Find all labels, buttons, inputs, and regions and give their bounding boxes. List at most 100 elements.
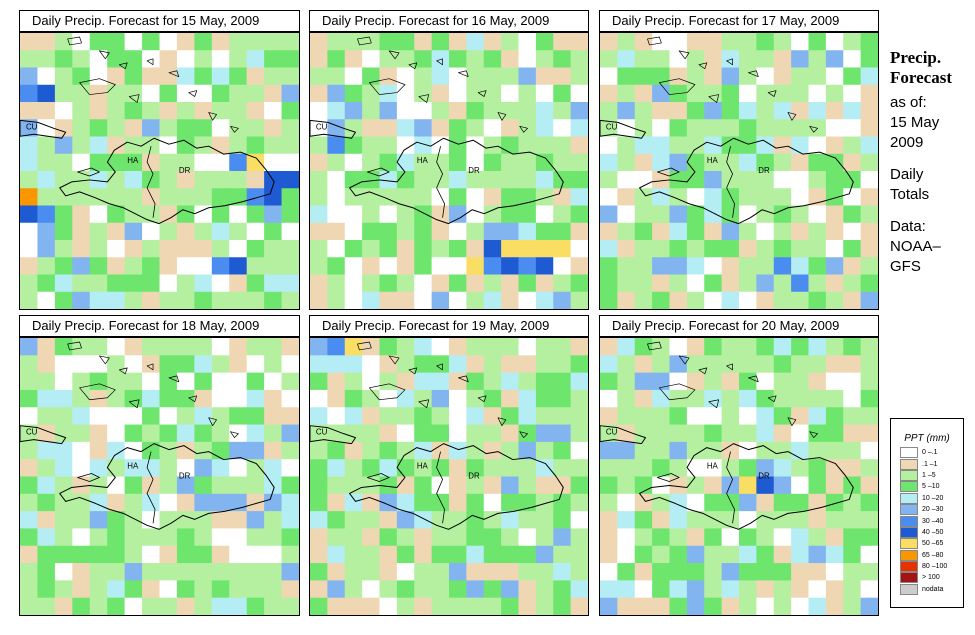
precip-cell (194, 528, 213, 547)
precip-cell (281, 240, 299, 258)
precip-cell (310, 580, 328, 599)
precip-cell (535, 424, 554, 443)
precip-cell (344, 240, 363, 258)
precip-cell (281, 33, 299, 51)
precip-cell (739, 205, 757, 224)
precip-cell (229, 171, 248, 189)
precip-cell (310, 50, 328, 69)
precip-cell (20, 493, 39, 512)
precip-cell (466, 291, 485, 309)
precip-cell (72, 274, 91, 293)
precip-cell (281, 188, 299, 207)
precip-cell (860, 257, 878, 276)
precip-cell (362, 528, 381, 547)
precip-cell (617, 511, 636, 530)
precip-cell (634, 67, 653, 86)
precip-cell (246, 84, 265, 103)
precip-cell (344, 153, 363, 172)
precip-cell (37, 407, 56, 426)
precip-cell (281, 355, 299, 374)
precip-cell (20, 563, 39, 581)
precip-cell (686, 50, 705, 69)
precip-cell (600, 493, 618, 512)
precip-cell (54, 597, 73, 615)
precip-cell (310, 291, 328, 309)
small-island-coastline (647, 341, 662, 351)
precip-cell (634, 257, 653, 276)
precip-cell (246, 580, 265, 599)
precip-cell (20, 67, 39, 86)
precip-cell (37, 338, 56, 356)
precip-cell (553, 372, 572, 391)
precip-cell (54, 528, 73, 547)
small-island-coastline (369, 383, 406, 401)
precip-cell (72, 153, 91, 172)
precip-cell (194, 441, 213, 460)
precip-cell (791, 338, 810, 356)
small-island-coastline (787, 417, 797, 427)
precip-cell (634, 459, 653, 478)
precip-cell (466, 153, 485, 172)
precip-cell (466, 171, 485, 189)
precip-cell (176, 389, 195, 408)
precip-cell (808, 545, 827, 564)
precip-cell (808, 171, 827, 189)
precip-cell (466, 188, 485, 207)
precip-cell (617, 222, 636, 241)
precip-cell (570, 338, 588, 356)
precip-cell (72, 545, 91, 564)
precip-cell (704, 171, 723, 189)
precip-cell (431, 84, 450, 103)
precip-cell (483, 389, 502, 408)
precip-cell (466, 67, 485, 86)
precip-cell (808, 153, 827, 172)
precip-cell (553, 67, 572, 86)
precip-cell (246, 171, 265, 189)
cuba-coastline (310, 119, 357, 139)
precip-cell (791, 153, 810, 172)
precip-cell (518, 580, 537, 599)
precip-cell (570, 563, 588, 581)
precip-cell (194, 136, 213, 155)
precip-map: CU HA DR (309, 337, 589, 616)
precip-cell (211, 119, 230, 138)
precip-cell (344, 84, 363, 103)
precip-cell (756, 188, 775, 207)
precip-cell (570, 389, 588, 408)
precip-cell (686, 188, 705, 207)
precip-cell (107, 50, 126, 69)
precip-cell (466, 389, 485, 408)
precip-cell (431, 580, 450, 599)
precip-cell (379, 274, 398, 293)
precip-cell (652, 102, 671, 120)
precip-cell (860, 545, 878, 564)
precip-cell (570, 291, 588, 309)
precip-cell (501, 355, 520, 374)
precip-cell (20, 424, 39, 443)
precip-cell (773, 274, 792, 293)
precip-cell (20, 188, 39, 207)
precip-cell (327, 222, 346, 241)
precip-cell (449, 476, 467, 495)
precip-cell (686, 389, 705, 408)
precip-cell (107, 33, 126, 51)
precip-map: CU HA DR (309, 32, 589, 310)
precip-cell (142, 291, 161, 309)
precip-cell (825, 511, 844, 530)
precip-cell (860, 355, 878, 374)
precip-cell (20, 476, 39, 495)
precip-cell (229, 407, 248, 426)
small-island-coastline (458, 70, 469, 78)
precip-cell (246, 372, 265, 391)
precip-cell (570, 119, 588, 138)
precip-cell (570, 257, 588, 276)
precip-cell (570, 102, 588, 120)
precip-cell (518, 205, 537, 224)
precip-cell (142, 338, 161, 356)
precip-cell (211, 493, 230, 512)
precip-cell (327, 136, 346, 155)
precip-cell (483, 545, 502, 564)
precip-cell (431, 274, 450, 293)
precip-cell (825, 50, 844, 69)
